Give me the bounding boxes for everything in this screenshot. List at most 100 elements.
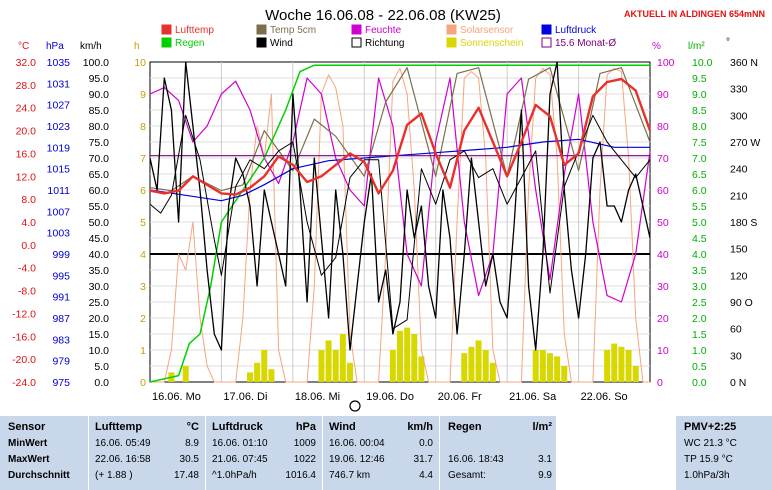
pmv-column: PMV+2:25 WC 21.3 °C TP 15.9 °C 1.0hPa/3h (676, 416, 772, 490)
sunshine-bar (489, 362, 496, 382)
x-tick-label: 20.06. Fr (438, 391, 482, 403)
sunshine-bar (182, 366, 189, 382)
series-wind (149, 61, 651, 351)
tick-temp_c: 24.0 (16, 103, 37, 115)
regen-total-value: 9.9 (538, 470, 552, 481)
tick-sun_h: 4 (140, 249, 146, 261)
legend-label-8: Sonnenschein (460, 38, 523, 49)
tick-sun_h: 3 (140, 281, 146, 293)
lufttemp-trend: (+ 1.88 ) (95, 470, 133, 481)
tick-rain_lm2: 6.0 (692, 185, 707, 197)
tick-pressure_hpa: 983 (52, 334, 70, 346)
unit-celsius: °C (18, 41, 29, 52)
row-label-min: MinWert (8, 438, 48, 449)
unit-percent: % (652, 41, 661, 52)
tick-humidity_pct: 20 (657, 313, 669, 325)
tick-direction_deg: 60 (730, 324, 742, 336)
legend-item-4: Luftdruck (541, 24, 597, 36)
x-axis: 16.06. Mo 17.06. Di 18.06. Mi 19.06. Do 20.0… (152, 391, 628, 403)
regen-column: Regen l/m² 16.06. 18:43 3.1 Gesamt: 9.9 (440, 416, 556, 490)
unit-deg: ° (726, 37, 730, 48)
tick-sun_h: 6 (140, 185, 146, 197)
tick-rain_lm2: 8.0 (692, 121, 707, 133)
lufttemp-min-time: 16.06. 05:49 (95, 438, 151, 449)
legend-item-3: Solarsensor (446, 24, 514, 36)
chart-title: Woche 16.06.08 - 22.06.08 (KW25) (265, 7, 501, 24)
tick-rain_lm2: 0.5 (692, 361, 707, 373)
legend-label-2: Feuchte (365, 25, 402, 36)
pmv-windchill: WC 21.3 °C (684, 438, 737, 449)
tick-wind_kmh: 20.0 (89, 313, 110, 325)
weather-chart: Woche 16.06.08 - 22.06.08 (KW25) AKTUELL… (12, 7, 765, 412)
sunshine-bar (325, 340, 332, 382)
tick-rain_lm2: 7.5 (692, 137, 707, 149)
sunshine-bar (404, 327, 411, 382)
pmv-pressure-trend: 1.0hPa/3h (684, 470, 730, 481)
legend-label-6: Wind (270, 38, 293, 49)
tick-sun_h: 8 (140, 121, 146, 133)
tick-pressure_hpa: 1023 (47, 121, 71, 133)
legend-label-0: Lufttemp (175, 25, 214, 36)
time-cursor-handle[interactable] (349, 400, 361, 412)
sunshine-bar (618, 346, 625, 382)
tick-pressure_hpa: 1011 (47, 185, 70, 197)
tick-pressure_hpa: 1031 (47, 78, 71, 90)
tick-direction_deg: 240 (730, 164, 748, 176)
tick-humidity_pct: 60 (657, 185, 669, 197)
series-luftdruck (149, 138, 650, 202)
tick-humidity_pct: 0 (657, 377, 663, 389)
tick-pressure_hpa: 995 (52, 270, 70, 282)
sunshine-bar (418, 356, 425, 382)
sunshine-bar (247, 372, 253, 382)
tick-wind_kmh: 85.0 (89, 105, 110, 117)
tick-temp_c: 4.0 (21, 217, 36, 229)
tick-temp_c: -8.0 (18, 286, 36, 298)
tick-pressure_hpa: 987 (52, 313, 70, 325)
lufttemp-column: Lufttemp °C 16.06. 05:49 8.9 22.06. 16:5… (89, 416, 205, 490)
sunshine-bar (268, 369, 275, 382)
x-tick-label: 17.06. Di (223, 391, 267, 403)
tick-rain_lm2: 3.0 (692, 281, 707, 293)
luftdruck-header: Luftdruck (212, 421, 263, 433)
legend-item-5: Regen (161, 37, 204, 49)
luftdruck-avg-value: 1016.4 (285, 470, 316, 481)
series-solarsensor (150, 67, 650, 383)
sunshine-bar (461, 353, 468, 382)
tick-wind_kmh: 40.0 (89, 249, 110, 261)
tick-pressure_hpa: 1015 (47, 164, 71, 176)
tick-direction_deg: 330 (730, 84, 748, 96)
tick-temp_c: 8.0 (21, 194, 36, 206)
wind-distance: 746.7 km (329, 470, 371, 481)
sunshine-bar (318, 350, 325, 382)
series-lufttemp (149, 77, 652, 196)
sunshine-bar (632, 366, 639, 382)
tick-wind_kmh: 15.0 (89, 329, 110, 341)
luftdruck-trend: ^1.0hPa/h (212, 470, 257, 481)
tick-humidity_pct: 80 (657, 121, 669, 133)
tick-rain_lm2: 2.5 (692, 297, 707, 309)
tick-temp_c: 0.0 (21, 240, 36, 252)
tick-temp_c: -24.0 (12, 377, 36, 389)
tick-humidity_pct: 10 (657, 345, 669, 357)
location-label: AKTUELL IN ALDINGEN 654mNN (624, 9, 765, 19)
sunshine-bar (332, 350, 339, 382)
tick-temp_c: -12.0 (12, 308, 36, 320)
tick-rain_lm2: 8.5 (692, 105, 707, 117)
tick-wind_kmh: 50.0 (89, 217, 110, 229)
regen-total-label: Gesamt: (448, 470, 486, 481)
luftdruck-min-value: 1009 (293, 438, 316, 449)
sunshine-bar (604, 350, 611, 382)
x-tick-label: 16.06. Mo (152, 391, 201, 403)
tick-wind_kmh: 25.0 (89, 297, 110, 309)
tick-rain_lm2: 6.5 (692, 169, 707, 181)
row-label-avg: Durchschnitt (8, 470, 70, 481)
tick-pressure_hpa: 1019 (47, 142, 71, 154)
sunshine-bar (411, 334, 418, 382)
tick-pressure_hpa: 999 (52, 249, 70, 261)
lufttemp-max-time: 22.06. 16:58 (95, 454, 151, 465)
sunshine-bar (554, 356, 561, 382)
tick-direction_deg: 300 (730, 110, 748, 122)
sunshine-bar (389, 350, 396, 382)
regen-header: Regen (448, 421, 482, 433)
tick-rain_lm2: 9.0 (692, 89, 707, 101)
